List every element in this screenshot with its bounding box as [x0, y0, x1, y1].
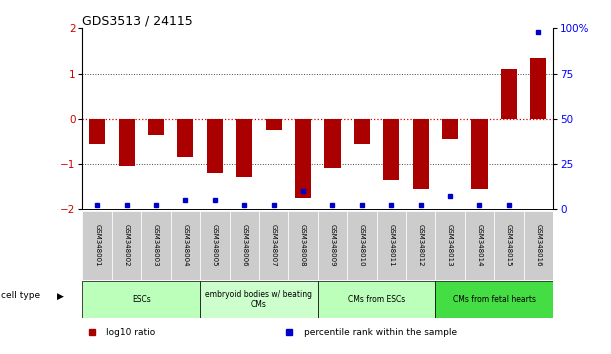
Bar [383, 119, 400, 180]
Bar [324, 119, 340, 169]
Bar [471, 119, 488, 189]
Text: GSM348012: GSM348012 [418, 224, 423, 267]
Bar [141, 211, 170, 280]
Bar [318, 211, 347, 280]
Text: ESCs: ESCs [132, 295, 151, 304]
Text: GSM348003: GSM348003 [153, 224, 159, 267]
Text: CMs from ESCs: CMs from ESCs [348, 295, 405, 304]
Bar [200, 281, 318, 318]
Bar [318, 281, 436, 318]
Bar [236, 119, 252, 177]
Text: GSM348002: GSM348002 [123, 224, 130, 267]
Text: GSM348005: GSM348005 [212, 224, 218, 267]
Bar [412, 119, 429, 189]
Text: CMs from fetal hearts: CMs from fetal hearts [453, 295, 536, 304]
Text: embryoid bodies w/ beating
CMs: embryoid bodies w/ beating CMs [205, 290, 312, 309]
Bar [112, 211, 141, 280]
Bar [170, 211, 200, 280]
Bar [501, 69, 517, 119]
Bar [266, 119, 282, 130]
Text: GSM348010: GSM348010 [359, 224, 365, 267]
Bar [82, 211, 112, 280]
Text: GSM348013: GSM348013 [447, 224, 453, 267]
Bar [177, 119, 194, 157]
Text: GSM348011: GSM348011 [388, 224, 394, 267]
Bar [530, 58, 546, 119]
Bar [295, 119, 311, 198]
Text: GSM348016: GSM348016 [535, 224, 541, 267]
Text: GSM348007: GSM348007 [271, 224, 277, 267]
Bar [82, 281, 200, 318]
Text: GSM348001: GSM348001 [94, 224, 100, 267]
Bar [376, 211, 406, 280]
Text: GSM348014: GSM348014 [477, 224, 483, 267]
Bar [406, 211, 436, 280]
Text: ▶: ▶ [57, 291, 64, 301]
Text: cell type: cell type [1, 291, 40, 301]
Bar [436, 211, 465, 280]
Text: GSM348004: GSM348004 [183, 224, 188, 267]
Bar [465, 211, 494, 280]
Bar [148, 119, 164, 135]
Text: percentile rank within the sample: percentile rank within the sample [304, 328, 457, 337]
Bar [494, 211, 524, 280]
Text: log10 ratio: log10 ratio [106, 328, 155, 337]
Bar [347, 211, 376, 280]
Text: GSM348015: GSM348015 [506, 224, 512, 267]
Text: GSM348008: GSM348008 [300, 224, 306, 267]
Bar [207, 119, 223, 173]
Bar [259, 211, 288, 280]
Text: GDS3513 / 24115: GDS3513 / 24115 [82, 14, 193, 27]
Bar [200, 211, 230, 280]
Bar [230, 211, 259, 280]
Text: GSM348006: GSM348006 [241, 224, 247, 267]
Bar [119, 119, 134, 166]
Bar [442, 119, 458, 139]
Bar [436, 281, 553, 318]
Bar [89, 119, 105, 144]
Bar [288, 211, 318, 280]
Bar [524, 211, 553, 280]
Text: GSM348009: GSM348009 [329, 224, 335, 267]
Bar [354, 119, 370, 144]
